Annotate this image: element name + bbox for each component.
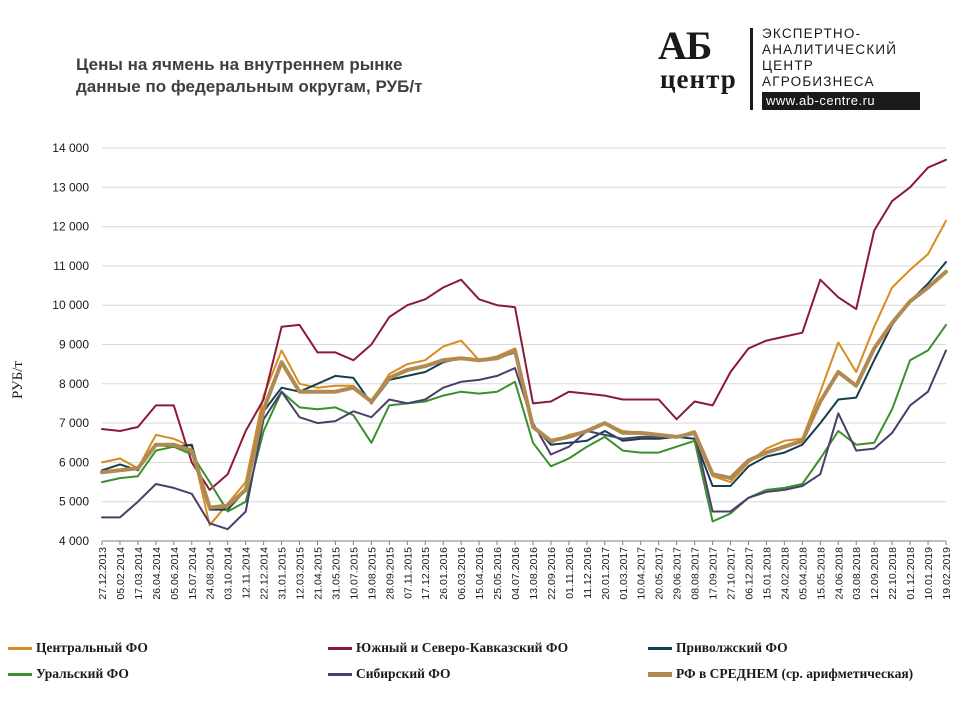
y-axis-tick-labels: 4 000 5 000 6 000 7 000 8 000 9 000 10 000 11 0… [52, 141, 89, 548]
x-tick-label: 07.11.2015 [402, 547, 414, 599]
x-tick-label: 24.06.2018 [833, 547, 845, 600]
x-tick-label: 15.05.2018 [815, 547, 827, 600]
x-tick-label: 31.01.2015 [277, 547, 289, 600]
x-tick-label: 27.12.2013 [97, 547, 109, 600]
y-tick-label: 10 000 [52, 298, 89, 312]
x-tick-label: 29.06.2017 [672, 547, 684, 600]
x-tick-label: 04.07.2016 [510, 547, 522, 600]
logo-line-4: АГРОБИЗНЕСА [762, 74, 875, 89]
x-tick-label: 15.04.2016 [474, 547, 486, 600]
y-tick-label: 8 000 [59, 377, 89, 391]
logo-line-1: ЭКСПЕРТНО- [762, 26, 862, 41]
x-tick-label: 24.08.2014 [205, 547, 217, 600]
x-tick-label: 22.12.2014 [259, 547, 271, 600]
x-tick-label: 08.08.2017 [690, 547, 702, 600]
x-tick-label: 22.09.2016 [546, 547, 558, 600]
x-tick-label: 06.03.2016 [456, 547, 468, 600]
x-tick-label: 12.03.2015 [295, 547, 307, 600]
x-tick-label: 01.03.2017 [618, 547, 630, 600]
chart-title-line-1: Цены на ячмень на внутреннем рынке [76, 55, 403, 74]
x-tick-label: 15.07.2014 [187, 547, 199, 600]
x-tick-label: 24.02.2018 [779, 547, 791, 600]
x-tick-label: 05.06.2014 [169, 547, 181, 600]
x-tick-label: 17.12.2015 [420, 547, 432, 600]
y-tick-label: 7 000 [59, 416, 89, 430]
x-tick-label: 10.07.2015 [348, 547, 360, 600]
x-tick-label: 19.02.2019 [941, 547, 953, 600]
x-tick-label: 12.09.2018 [869, 547, 881, 600]
y-tick-label: 11 000 [53, 259, 89, 273]
logo-url: www.ab-centre.ru [762, 92, 920, 110]
logo-divider [750, 28, 753, 110]
x-tick-label: 17.03.2014 [133, 547, 145, 600]
x-tick-label: 28.09.2015 [384, 547, 396, 600]
x-tick-label: 19.08.2015 [366, 547, 378, 600]
x-tick-label: 20.01.2017 [600, 547, 612, 600]
chart-title-line-2: данные по федеральным округам, РУБ/т [76, 77, 423, 96]
ab-centre-logo: АБ центр ЭКСПЕРТНО- АНАЛИТИЧЕСКИЙ ЦЕНТР … [658, 23, 920, 114]
x-tick-label: 05.04.2018 [797, 547, 809, 600]
x-tick-label: 22.10.2018 [887, 547, 899, 600]
series-line-3 [101, 323, 947, 523]
x-tick-label: 03.08.2018 [851, 547, 863, 600]
chart-axes [101, 540, 947, 545]
x-axis-tick-labels: 27.12.2013 05.02.2014 17.03.2014 26.04.2014… [97, 547, 953, 600]
y-tick-label: 4 000 [59, 534, 89, 548]
x-tick-label: 20.05.2017 [654, 547, 666, 600]
logo-line-2: АНАЛИТИЧЕСКИЙ [762, 42, 898, 57]
x-tick-label: 31.05.2015 [330, 547, 342, 600]
x-tick-label: 15.01.2018 [761, 547, 773, 600]
x-tick-label: 26.01.2016 [438, 547, 450, 600]
y-tick-label: 13 000 [52, 180, 89, 194]
y-tick-label: 12 000 [52, 220, 89, 234]
y-tick-label: 14 000 [52, 141, 89, 155]
x-tick-label: 11.12.2016 [582, 547, 594, 599]
x-tick-label: 12.11.2014 [241, 547, 253, 599]
x-tick-label: 27.10.2017 [726, 547, 738, 600]
x-tick-label: 01.12.2018 [905, 547, 917, 600]
x-tick-label: 25.05.2016 [492, 547, 504, 600]
y-tick-label: 9 000 [59, 338, 89, 352]
x-tick-label: 06.12.2017 [743, 547, 755, 600]
x-tick-label: 26.04.2014 [151, 547, 163, 600]
series-line-5 [100, 269, 948, 510]
logo-line-3: ЦЕНТР [762, 58, 814, 73]
x-tick-label: 10.04.2017 [636, 547, 648, 600]
chart-gridlines [102, 147, 946, 503]
y-tick-label: 5 000 [59, 495, 89, 509]
logo-ab-text: АБ [658, 23, 712, 68]
x-tick-label: 21.04.2015 [312, 547, 324, 600]
y-tick-label: 6 000 [59, 455, 89, 469]
logo-centr-text: центр [660, 64, 737, 94]
chart-title: Цены на ячмень на внутреннем рынке данны… [76, 54, 422, 98]
chart-series-lines [100, 158, 948, 531]
x-tick-label: 01.11.2016 [564, 547, 576, 599]
x-tick-label: 13.08.2016 [528, 547, 540, 600]
x-tick-label: 17.09.2017 [708, 547, 720, 600]
x-tick-label: 05.02.2014 [115, 547, 127, 600]
series-line-1 [101, 158, 947, 491]
x-tick-label: 10.01.2019 [923, 547, 935, 600]
y-axis-label: РУБ/т [10, 361, 26, 399]
x-tick-label: 03.10.2014 [223, 547, 235, 600]
